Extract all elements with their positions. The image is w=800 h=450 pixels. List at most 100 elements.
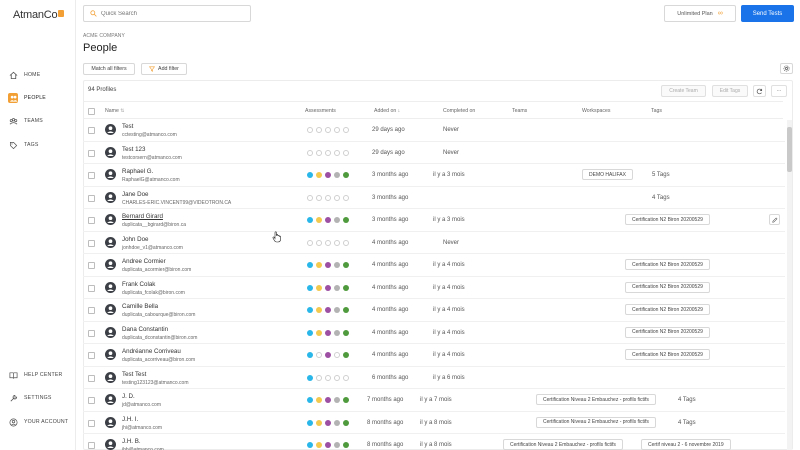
person-name[interactable]: Test 123 [122,145,146,153]
table-row[interactable]: Test 123 testcorsern@atmanco.com 29 days a… [83,142,785,164]
scrollbar-thumb[interactable] [787,127,792,172]
more-options-button[interactable]: ··· [771,85,787,97]
edit-tags-button[interactable]: Edit Tags [712,85,748,97]
table-row[interactable]: John Doe jonhdoe_v1@atmanco.com 4 months a… [83,232,785,254]
sidebar-item-label: PEOPLE [24,95,46,101]
person-name[interactable]: Andree Cormier [122,258,166,265]
person-name[interactable]: Jane Doe [122,190,149,198]
assessment-dot-empty [343,127,349,133]
table-row[interactable]: J. D. jd@atmanco.com 7 months ago il y a 7 … [83,389,785,412]
column-header-assessments[interactable]: Assessments [305,108,336,114]
assessment-dot-completed [316,442,322,448]
tag-count[interactable]: 4 Tags [678,397,696,403]
row-checkbox[interactable] [88,217,95,224]
sidebar-item-home[interactable]: HOME [8,68,72,82]
table-row[interactable]: J.H. B. jhb@atmanco.com 8 months ago il y a… [83,434,785,450]
row-checkbox[interactable] [88,194,95,202]
tag-count[interactable]: 4 Tags [652,194,670,201]
tag-badge[interactable]: Certification N2 Biron 20200529 [625,304,710,315]
person-name[interactable]: John Doe [122,235,149,243]
quick-search-box[interactable] [83,5,251,22]
row-checkbox[interactable] [88,307,95,314]
table-row[interactable]: Dana Constantin duplicata_dconstantin@bir… [83,322,785,344]
person-name[interactable]: Frank Colak [122,280,156,288]
assessment-dot-empty [316,352,322,358]
send-tests-button[interactable]: Send Tests [741,5,794,22]
row-checkbox[interactable] [88,329,95,337]
tag-badge[interactable]: Certification N2 Biron 20200529 [625,281,710,293]
column-header-teams[interactable]: Teams [512,108,528,114]
person-name[interactable]: Test [122,123,134,130]
table-row[interactable]: Jane Doe CHARLES-ERIC.VINCENT99@VIDEOTRON… [83,187,785,209]
person-name[interactable]: J. D. [122,393,135,400]
person-name[interactable]: J.H. B. [122,438,141,445]
assessment-dot-completed [307,419,313,426]
refresh-button[interactable] [753,85,766,97]
row-checkbox[interactable] [88,284,95,292]
tag-badge[interactable]: Certif niveau 2 - 6 novembre 2019 [641,439,731,450]
table-row[interactable]: Raphael G. RaphaelG@atmanco.com 3 months a… [83,164,785,187]
row-checkbox[interactable] [88,149,95,157]
sidebar-item-your-account[interactable]: YOUR ACCOUNT [8,415,72,429]
table-row[interactable]: Bernard Girard duplicata__bgirard@biron.c… [83,209,785,232]
sidebar-item-help-center[interactable]: HELP CENTER [8,368,72,382]
table-row[interactable]: Andréanne Corriveau duplicata_acorriveau@… [83,344,785,367]
row-checkbox[interactable] [88,262,95,269]
row-checkbox[interactable] [88,352,95,359]
person-name[interactable]: Test Test [122,370,147,378]
table-row[interactable]: Test Test testing123123@atmanco.com 6 mont… [83,367,785,389]
scrollbar-track[interactable] [787,120,792,450]
tag-badge[interactable]: Certification N2 Biron 20200529 [625,259,710,270]
sidebar-item-tags[interactable]: TAGS [8,138,72,152]
tag-count[interactable]: 4 Tags [678,419,696,426]
person-name[interactable]: Raphael G. [122,168,154,175]
table-row[interactable]: Test cctesting@atmanco.com 29 days ago Neve… [83,119,785,142]
tag-badge[interactable]: Certification N2 Biron 20200529 [625,326,710,338]
edit-row-button[interactable] [769,214,780,225]
select-all-checkbox[interactable] [88,108,95,115]
row-checkbox[interactable] [88,397,95,404]
column-header-tags[interactable]: Tags [651,108,662,114]
column-header-name[interactable]: Name ⇅ [105,108,125,114]
assessment-dots [307,329,349,336]
account-icon [8,417,18,427]
column-header-completed-on[interactable]: Completed on [443,108,476,114]
sidebar-item-teams[interactable]: TEAMS [8,114,72,128]
sidebar-item-people[interactable]: PEOPLE [8,91,72,105]
tag-count[interactable]: 5 Tags [652,172,670,178]
workspace-badge[interactable]: DEMO HALIFAX [582,169,633,180]
row-checkbox[interactable] [88,239,95,247]
settings-corner-button[interactable] [780,63,793,74]
table-row[interactable]: Frank Colak duplicata_fcolak@biron.com 4 m… [83,277,785,299]
row-checkbox[interactable] [88,374,95,382]
tag-badge[interactable]: Certification Niveau 2 Embauchez - profi… [536,394,656,405]
person-name[interactable]: Dana Constantin [122,325,169,333]
table-row[interactable]: J.H. I. jhi@atmanco.com 8 months ago il y a… [83,412,785,434]
tag-badge[interactable]: Certification N2 Biron 20200529 [625,349,710,360]
logo[interactable]: AtmanCo [13,9,65,21]
table-row[interactable]: Camille Bella duplicata_cabourque@biron.c… [83,299,785,322]
table-row[interactable]: Andree Cormier duplicata_acormier@biron.c… [83,254,785,277]
column-header-added-on[interactable]: Added on ↓ [374,108,400,114]
row-checkbox[interactable] [88,172,95,179]
added-on-date: 4 months ago [372,329,409,336]
search-input[interactable] [101,10,241,17]
person-name[interactable]: J.H. I. [122,415,139,423]
match-filters-button[interactable]: Match all filters [83,63,135,75]
column-header-workspaces[interactable]: Workspaces [582,108,611,114]
person-name[interactable]: Bernard Girard [122,213,163,220]
person-name[interactable]: Andréanne Corriveau [122,348,181,355]
row-checkbox[interactable] [88,442,95,449]
sidebar-item-settings[interactable]: SETTINGS [8,391,72,405]
tag-badge[interactable]: Certification N2 Biron 20200529 [625,214,710,225]
add-filter-button[interactable]: Add filter [141,63,187,75]
tag-badge[interactable]: Certification Niveau 2 Embauchez - profi… [536,416,656,428]
row-checkbox[interactable] [88,127,95,134]
create-team-button[interactable]: Create Team [661,85,706,97]
plan-badge[interactable]: Unlimited Plan ∞ [664,5,736,22]
assessment-dot-completed [343,352,349,358]
person-name[interactable]: Camille Bella [122,303,159,310]
assessment-dot-completed [334,262,340,268]
row-checkbox[interactable] [88,419,95,427]
tag-badge[interactable]: Certification Niveau 2 Embauchez - profi… [503,439,623,450]
